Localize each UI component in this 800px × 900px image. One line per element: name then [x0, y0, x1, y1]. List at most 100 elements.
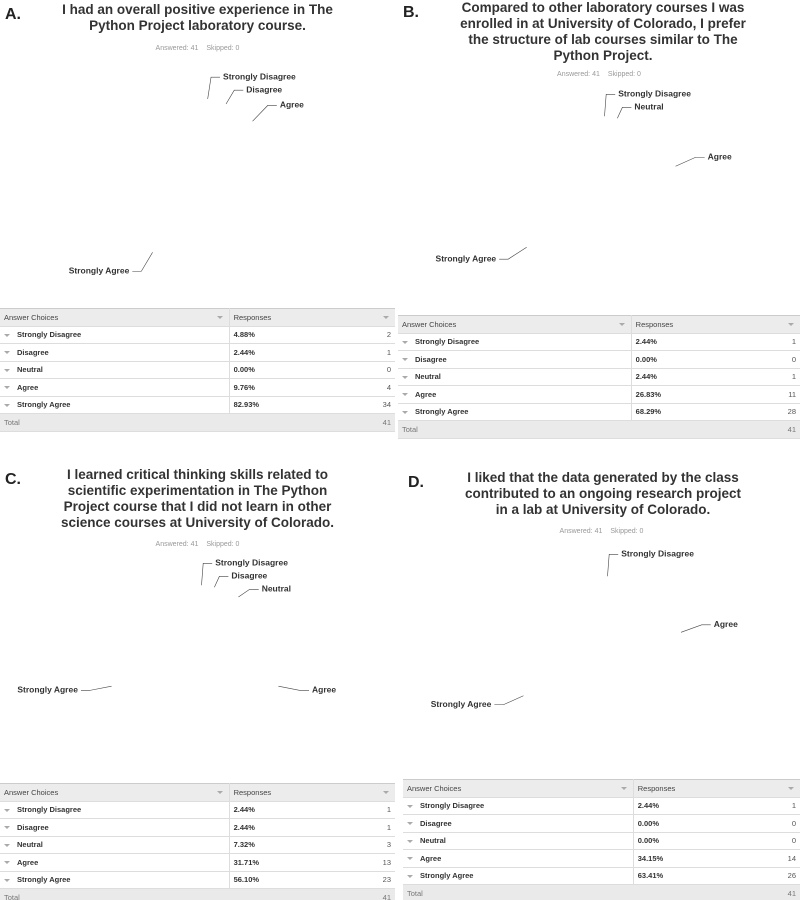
answered-count: Answered: 41 — [557, 71, 600, 78]
count-cell: 1 — [341, 801, 395, 819]
table-header: Answer Choices Responses — [403, 779, 800, 798]
percent-cell: 2.44% — [229, 343, 342, 362]
percent-cell: 7.32% — [229, 836, 342, 854]
count-cell: 0 — [745, 350, 800, 369]
choice-cell: Strongly Disagree — [398, 333, 632, 351]
panel-label: C. — [5, 471, 21, 488]
expand-icon — [407, 857, 413, 861]
leader-line — [494, 695, 524, 706]
choice-cell: Neutral — [0, 836, 230, 854]
panel-label: A. — [5, 6, 21, 23]
count-cell: 1 — [745, 797, 800, 815]
total-label: Total — [403, 884, 746, 900]
table-row: Strongly Disagree 2.44% 1 — [403, 797, 800, 815]
choice-name: Strongly Disagree — [17, 330, 82, 340]
table-row: Strongly Agree 68.29% 28 — [398, 403, 800, 421]
total-row: Total 41 — [0, 888, 395, 900]
count-cell: 23 — [341, 871, 395, 889]
choice-name: Neutral — [17, 840, 43, 850]
pie-chart: Strongly Disagree Disagree Neutral Agree Str… — [17, 558, 336, 695]
choice-cell: Strongly Disagree — [403, 797, 634, 815]
slice-label: Agree — [280, 100, 304, 110]
choice-cell: Disagree — [0, 343, 230, 362]
choice-name: Disagree — [415, 354, 447, 364]
slice-label: Neutral — [262, 584, 291, 594]
response-summary: Answered: 41 Skipped: 0 — [403, 528, 800, 535]
response-table: Answer Choices Responses Strongly Disagree… — [0, 308, 395, 432]
skipped-count: Skipped: 0 — [610, 528, 644, 535]
choice-name: Agree — [415, 389, 437, 399]
count-cell: 1 — [745, 333, 800, 351]
table-row: Strongly Agree 56.10% 23 — [0, 871, 395, 889]
percent-cell: 2.44% — [631, 368, 746, 386]
expand-icon — [4, 826, 10, 830]
leader-line — [252, 105, 277, 122]
table-row: Agree 26.83% 11 — [398, 385, 800, 404]
answered-count: Answered: 41 — [559, 528, 603, 535]
percent-cell: 34.15% — [633, 849, 746, 868]
response-summary: Answered: 41 Skipped: 0 — [398, 71, 800, 78]
percent-cell: 2.44% — [633, 797, 746, 815]
total-count: 41 — [341, 888, 395, 900]
table-row: Neutral 0.00% 0 — [403, 832, 800, 850]
slice-label: Strongly Disagree — [621, 549, 694, 559]
slice-label: Agree — [708, 151, 732, 161]
count-cell: 3 — [341, 836, 395, 854]
header-cell: Responses — [631, 315, 800, 334]
choice-name: Strongly Disagree — [420, 801, 485, 811]
header-cell: Answer Choices — [0, 308, 230, 327]
expand-icon — [4, 808, 10, 812]
choice-cell: Strongly Agree — [0, 396, 230, 414]
sort-icon — [620, 786, 627, 790]
leader-line — [499, 246, 527, 260]
table-row: Disagree 2.44% 1 — [0, 343, 395, 362]
percent-cell: 63.41% — [633, 867, 746, 885]
header-text: Responses — [233, 787, 272, 797]
percent-cell: 4.88% — [229, 326, 342, 344]
choice-name: Neutral — [415, 372, 441, 382]
choice-name: Neutral — [17, 365, 43, 375]
header-cell: Answer Choices — [0, 783, 230, 802]
choice-cell: Neutral — [398, 368, 632, 386]
panel: C. I learned critical thinking skills rel… — [0, 465, 395, 900]
slice-label: Strongly Agree — [436, 253, 497, 263]
choice-name: Strongly Disagree — [17, 805, 82, 815]
total-row: Total 41 — [0, 413, 395, 432]
pie-chart: Strongly Disagree Agree Strongly Agree — [431, 549, 738, 709]
percent-cell: 2.44% — [229, 801, 342, 819]
percent-cell: 0.00% — [633, 814, 746, 833]
expand-icon — [4, 861, 10, 865]
panel: B. Compared to other laboratory courses I… — [398, 0, 800, 439]
response-table: Answer Choices Responses Strongly Disagree… — [0, 783, 395, 900]
slice-label: Agree — [714, 619, 738, 629]
count-cell: 1 — [341, 818, 395, 837]
header-text: Responses — [637, 783, 676, 793]
choice-cell: Agree — [0, 853, 230, 872]
slice-label: Neutral — [634, 102, 663, 112]
expand-icon — [4, 333, 10, 337]
expand-icon — [402, 358, 408, 362]
table-header: Answer Choices Responses — [0, 783, 395, 802]
total-label: Total — [398, 420, 746, 439]
choice-name: Agree — [17, 382, 39, 392]
expand-icon — [402, 410, 408, 414]
expand-icon — [4, 368, 10, 372]
count-cell: 2 — [341, 326, 395, 344]
expand-icon — [407, 822, 413, 826]
leader-line — [80, 685, 112, 691]
expand-icon — [402, 393, 408, 397]
choice-name: Strongly Agree — [17, 875, 71, 885]
header-text: Answer Choices — [4, 787, 59, 797]
header-text: Answer Choices — [402, 319, 457, 329]
count-cell: 4 — [341, 378, 395, 397]
leader-line — [225, 89, 244, 105]
expand-icon — [4, 351, 10, 355]
leader-line — [607, 554, 619, 577]
sort-icon — [383, 315, 389, 319]
count-cell: 1 — [745, 368, 800, 386]
table-row: Disagree 0.00% 0 — [398, 350, 800, 369]
percent-cell: 31.71% — [229, 853, 342, 872]
header-cell: Answer Choices — [403, 779, 634, 798]
choice-name: Agree — [17, 857, 39, 867]
